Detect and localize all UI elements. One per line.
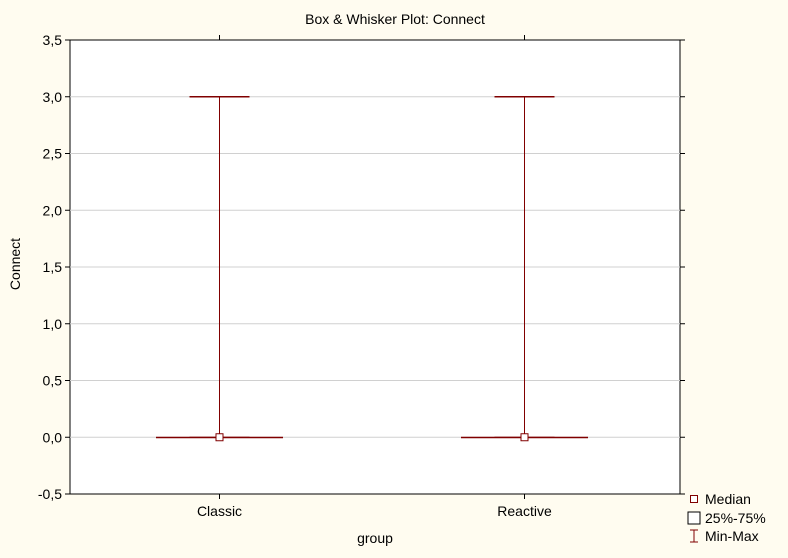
x-tick-label: Classic (197, 503, 242, 519)
box-series (156, 96, 588, 442)
y-tick-label: 0,0 (43, 429, 63, 445)
y-tick-label: 1,5 (43, 259, 63, 275)
x-tick-label: Reactive (497, 503, 552, 519)
y-tick-label: 2,0 (43, 202, 63, 218)
legend-label: Min-Max (705, 528, 759, 544)
y-tick-label: 3,0 (43, 89, 63, 105)
y-axis-ticks: -0,5 0,0 0,5 1,0 1,5 2,0 2,5 3,0 3,5 (38, 32, 685, 502)
y-tick-label: 2,5 (43, 146, 63, 162)
x-axis-label: group (357, 530, 393, 546)
chart-title: Box & Whisker Plot: Connect (305, 11, 485, 27)
legend-box-symbol (687, 511, 701, 525)
median-marker (520, 433, 529, 442)
y-axis-label: Connect (7, 238, 23, 290)
y-tick-label: 1,0 (43, 316, 63, 332)
y-tick-label: 0,5 (43, 373, 63, 389)
median-marker (215, 433, 224, 442)
legend: Median 25%-75% Min-Max (687, 491, 766, 544)
legend-label: Median (705, 491, 751, 507)
legend-median-symbol (690, 495, 698, 503)
x-axis-ticks: Classic Reactive (197, 35, 552, 519)
y-tick-label: -0,5 (38, 486, 62, 502)
y-tick-label: 3,5 (43, 32, 63, 48)
legend-label: 25%-75% (705, 510, 766, 526)
